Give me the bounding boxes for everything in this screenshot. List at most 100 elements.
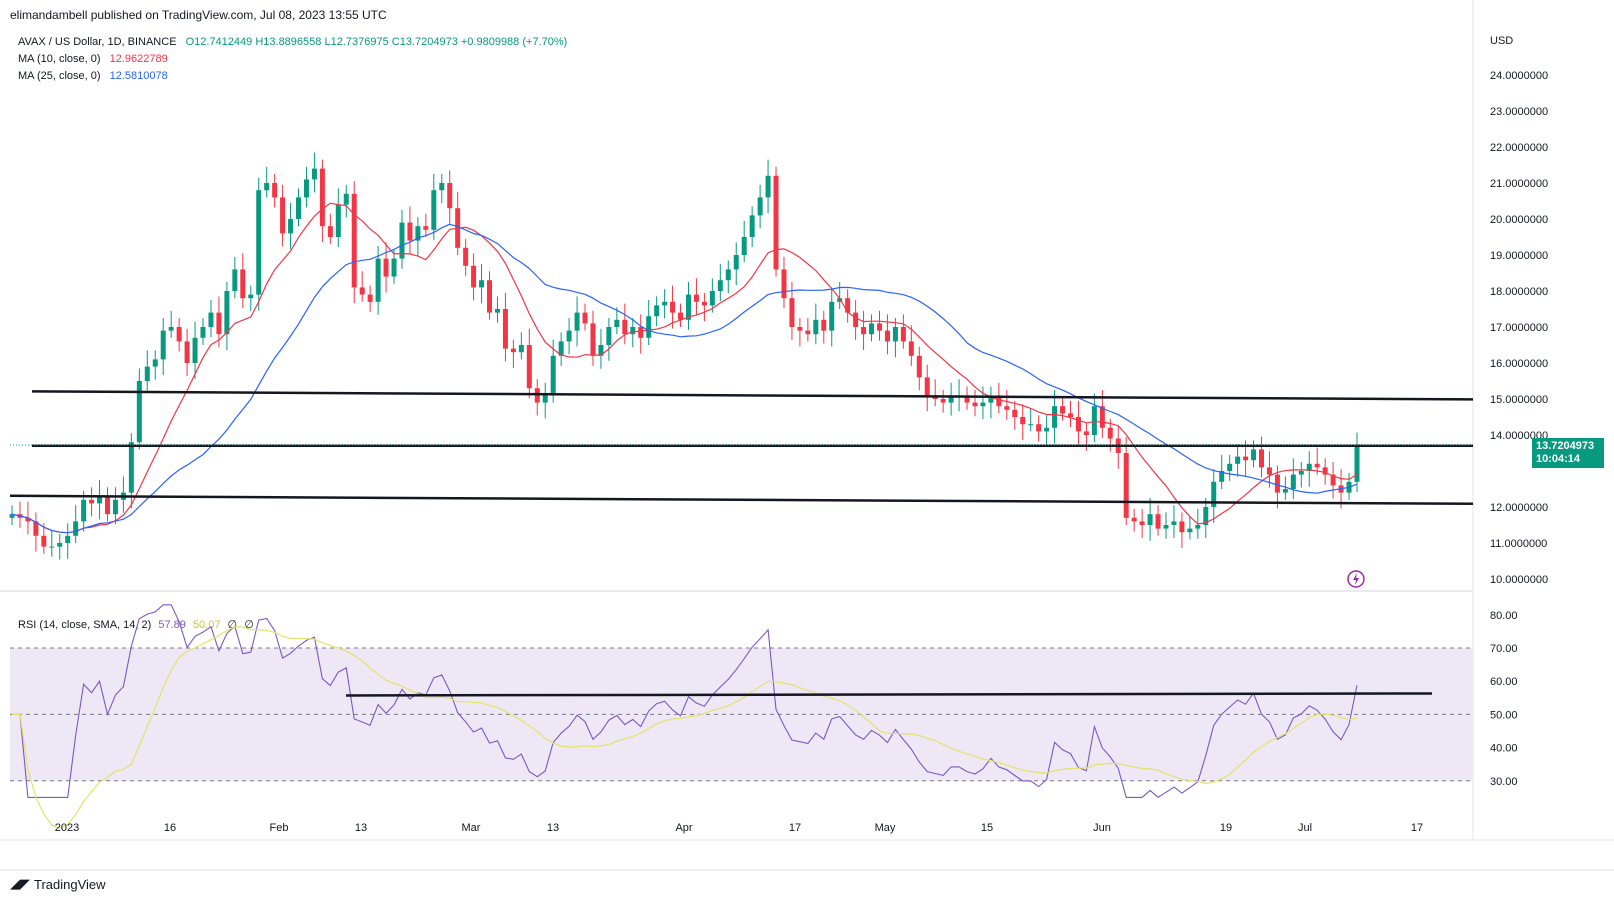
support-resistance-lines[interactable] [9, 390, 1474, 506]
candle-body [399, 222, 405, 259]
candle-body [160, 330, 166, 360]
candle-body [1282, 489, 1288, 493]
price-tick-label: 24.0000000 [1490, 70, 1548, 82]
rsi-tick-label: 50.00 [1490, 709, 1518, 721]
symbol-label[interactable]: AVAX / US Dollar, 1D, BINANCE [18, 36, 177, 48]
close-value: C13.7204973 [391, 36, 458, 48]
time-tick-label: Jun [1093, 822, 1111, 834]
candle-body [654, 305, 660, 317]
rsi-empty-1: ∅ [227, 619, 238, 631]
candle-body [733, 255, 739, 270]
candle-body [144, 366, 150, 381]
candle-body [327, 226, 333, 237]
candle-body [391, 258, 397, 277]
rsi-legend[interactable]: RSI (14, close, SMA, 14, 2) 57.89 50.07 … [18, 618, 254, 631]
candle-body [598, 345, 604, 356]
candle-body [224, 291, 230, 335]
candle-body [678, 312, 684, 320]
candle-body [1163, 525, 1169, 529]
ohlc-row: AVAX / US Dollar, 1D, BINANCE O12.741244… [18, 34, 567, 51]
ma10-row[interactable]: MA (10, close, 0) 12.9622789 [18, 51, 567, 68]
rsi-tick-label: 40.00 [1490, 743, 1518, 755]
time-tick-label: May [875, 822, 896, 834]
candle-body [112, 499, 118, 515]
publisher-line: elimandambell published on TradingView.c… [10, 8, 387, 22]
candle-body [518, 345, 524, 353]
candle-body [1075, 417, 1081, 432]
price-axis[interactable]: 24.0000000 23.0000000 22.0000000 21.0000000… [1490, 70, 1548, 586]
candle-body [638, 327, 644, 338]
candle-body [916, 355, 922, 378]
candle-body [502, 309, 508, 349]
low-value: L12.7376975 [324, 36, 389, 48]
candle-body [725, 269, 731, 281]
candle-body [57, 543, 63, 547]
candle-body [494, 309, 500, 313]
ma10-value: 12.9622789 [109, 53, 168, 65]
candle-body [646, 316, 652, 338]
high-value: H13.8896558 [255, 36, 322, 48]
price-tick-label: 11.0000000 [1490, 538, 1547, 550]
time-tick-label: 13 [547, 822, 559, 834]
candle-body [1020, 417, 1026, 425]
time-tick-label: Feb [270, 822, 289, 834]
chart-legend: AVAX / US Dollar, 1D, BINANCE O12.741244… [18, 34, 567, 85]
candle-body [693, 294, 699, 302]
candle-body [89, 499, 95, 504]
open-value: O12.7412449 [185, 36, 253, 48]
candle-body [471, 265, 477, 288]
candle-body [1012, 409, 1018, 417]
candle-body [479, 280, 485, 288]
support-line [9, 494, 1474, 506]
candle-body [1219, 471, 1225, 482]
candle-body [781, 269, 787, 299]
candle-body [773, 175, 779, 270]
candle-body [49, 546, 55, 548]
candle-body [566, 330, 572, 342]
candle-body [662, 301, 668, 306]
candle-body [383, 258, 389, 277]
lightning-alert-icon[interactable] [1347, 570, 1365, 588]
candle-body [168, 327, 174, 331]
ma10-label: MA (10, close, 0) [18, 53, 101, 65]
candle-body [741, 237, 747, 255]
candle-body [1028, 424, 1034, 426]
time-axis[interactable]: 2023 16 Feb 13 Mar 13 Apr 17 May 15 Jun 19 Jul 17 [55, 822, 1423, 834]
candle-body [423, 226, 429, 230]
footer-brand: TradingView [34, 876, 106, 892]
price-tick-label: 16.0000000 [1490, 358, 1548, 370]
candle-body [152, 359, 158, 367]
candle-body [709, 291, 715, 306]
candle-body [1131, 517, 1137, 522]
candle-body [590, 323, 596, 356]
candle-body [582, 312, 588, 324]
candle-body [757, 197, 763, 216]
candle-body [240, 269, 246, 299]
candle-body [1036, 424, 1042, 432]
candle-body [487, 280, 493, 313]
candle-body [319, 168, 325, 227]
rsi-axis[interactable]: 80.00 70.00 60.00 50.00 40.00 30.00 [1490, 610, 1518, 788]
candle-body [375, 258, 381, 302]
candle-body [701, 301, 707, 306]
candle-body [200, 327, 206, 338]
candle-body [813, 319, 819, 335]
candle-body [1227, 463, 1233, 471]
candle-body [25, 517, 31, 522]
candle-body [749, 215, 755, 237]
candle-body [351, 193, 357, 288]
candle-body [900, 327, 906, 342]
price-tick-label: 19.0000000 [1490, 250, 1548, 262]
candle-body [1211, 481, 1217, 507]
footer[interactable]: ◢◤ TradingView [10, 876, 106, 892]
price-tick-label: 10.0000000 [1490, 574, 1548, 586]
candle-body [1266, 467, 1272, 475]
candle-body [685, 294, 691, 320]
candle-body [1314, 463, 1320, 468]
ma25-row[interactable]: MA (25, close, 0) 12.5810078 [18, 68, 567, 85]
candle-body [789, 298, 795, 327]
rsi-band-group [10, 647, 1473, 782]
tradingview-logo-icon: ◢◤ [10, 876, 30, 891]
price-tick-label: 22.0000000 [1490, 142, 1548, 154]
